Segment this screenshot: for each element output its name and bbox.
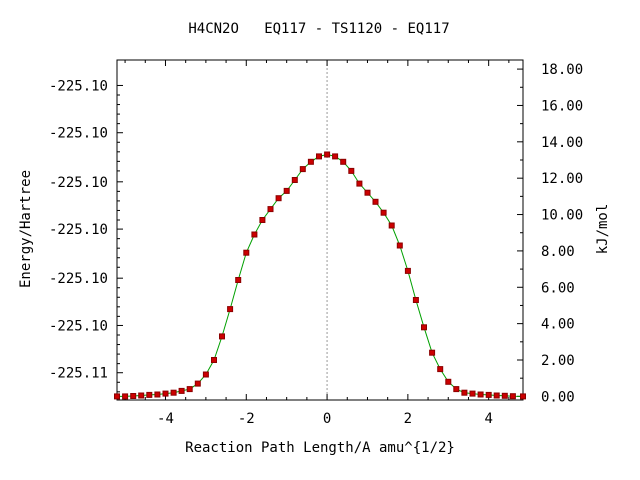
left-tick-label: -225.11 bbox=[49, 366, 108, 382]
data-point bbox=[348, 167, 355, 174]
data-point bbox=[162, 390, 169, 397]
x-axis: -4 -2 0 2 4 bbox=[124, 60, 510, 427]
data-point bbox=[211, 357, 217, 363]
data-point bbox=[170, 389, 177, 396]
right-tick-label: 10.00 bbox=[541, 208, 583, 224]
data-point bbox=[445, 378, 452, 385]
y-axis-label-left: Energy/Hartree bbox=[18, 170, 34, 288]
data-point bbox=[429, 349, 436, 356]
data-point bbox=[469, 390, 476, 397]
data-points bbox=[114, 151, 526, 400]
data-point bbox=[485, 391, 492, 398]
series-line bbox=[117, 153, 524, 397]
x-tick-label: 4 bbox=[484, 411, 492, 427]
right-tick-label: 6.00 bbox=[541, 280, 575, 296]
data-point bbox=[299, 166, 306, 173]
data-point bbox=[520, 393, 526, 400]
data-point bbox=[154, 391, 161, 398]
data-point bbox=[501, 392, 508, 399]
data-point bbox=[324, 151, 331, 158]
data-point bbox=[114, 393, 120, 400]
data-point bbox=[396, 242, 403, 249]
x-tick-label: -4 bbox=[157, 411, 174, 427]
data-point bbox=[437, 366, 444, 373]
data-point bbox=[194, 380, 201, 387]
right-tick-label: 0.00 bbox=[541, 389, 575, 405]
right-tick-label: 12.00 bbox=[541, 171, 583, 187]
data-point bbox=[283, 187, 290, 194]
x-tick-label: 0 bbox=[323, 411, 331, 427]
data-point bbox=[404, 267, 411, 274]
data-point bbox=[316, 153, 322, 160]
data-point bbox=[275, 195, 282, 202]
data-point bbox=[461, 389, 468, 396]
data-point bbox=[291, 177, 298, 183]
data-point bbox=[235, 277, 242, 283]
data-point bbox=[251, 231, 258, 238]
data-point bbox=[267, 206, 274, 213]
data-point bbox=[356, 180, 363, 187]
right-tick-label: 4.00 bbox=[541, 317, 575, 333]
right-tick-label: 16.00 bbox=[541, 98, 583, 114]
data-point bbox=[340, 158, 347, 165]
data-point bbox=[122, 393, 129, 400]
data-point bbox=[178, 387, 185, 394]
data-point bbox=[493, 392, 500, 399]
left-axis: -225.11 -225.10 -225.10 -225.10 -225.10 -225.… bbox=[49, 78, 123, 393]
data-point bbox=[364, 189, 371, 196]
left-tick-label: -225.10 bbox=[49, 78, 108, 94]
data-point bbox=[412, 297, 419, 303]
data-point bbox=[259, 217, 266, 223]
y-axis-label-right: kJ/mol bbox=[595, 204, 611, 255]
left-tick-label: -225.10 bbox=[49, 126, 108, 142]
right-tick-label: 18.00 bbox=[541, 62, 583, 78]
plot-frame bbox=[116, 59, 524, 401]
data-point bbox=[130, 393, 137, 399]
data-point bbox=[146, 391, 153, 398]
left-tick-label: -225.10 bbox=[49, 271, 108, 287]
left-tick-label: -225.10 bbox=[49, 318, 108, 334]
data-point bbox=[227, 306, 234, 313]
x-tick-label: 2 bbox=[404, 411, 412, 427]
data-point bbox=[421, 324, 427, 331]
data-point bbox=[186, 386, 193, 393]
data-point bbox=[509, 393, 516, 400]
data-point bbox=[477, 391, 484, 398]
data-point bbox=[332, 153, 339, 160]
right-axis: 0.00 2.00 4.00 6.00 8.00 10.00 12.00 14.00 16.00… bbox=[517, 62, 583, 405]
data-point bbox=[202, 371, 209, 378]
right-tick-label: 2.00 bbox=[541, 353, 575, 369]
chart-title: H4CN2O EQ117 - TS1120 - EQ117 bbox=[188, 21, 449, 37]
data-point bbox=[372, 198, 379, 205]
data-point bbox=[307, 158, 314, 165]
right-tick-label: 8.00 bbox=[541, 244, 575, 260]
data-point bbox=[380, 209, 387, 216]
data-point bbox=[219, 333, 225, 340]
left-tick-label: -225.10 bbox=[49, 222, 108, 238]
data-point bbox=[243, 249, 250, 256]
right-tick-label: 14.00 bbox=[541, 135, 583, 151]
left-tick-label: -225.10 bbox=[49, 175, 108, 191]
x-axis-label: Reaction Path Length/A amu^{1/2} bbox=[185, 440, 455, 456]
x-tick-label: -2 bbox=[238, 411, 255, 427]
data-point bbox=[453, 386, 460, 393]
data-point bbox=[388, 222, 395, 229]
data-point bbox=[138, 392, 145, 399]
